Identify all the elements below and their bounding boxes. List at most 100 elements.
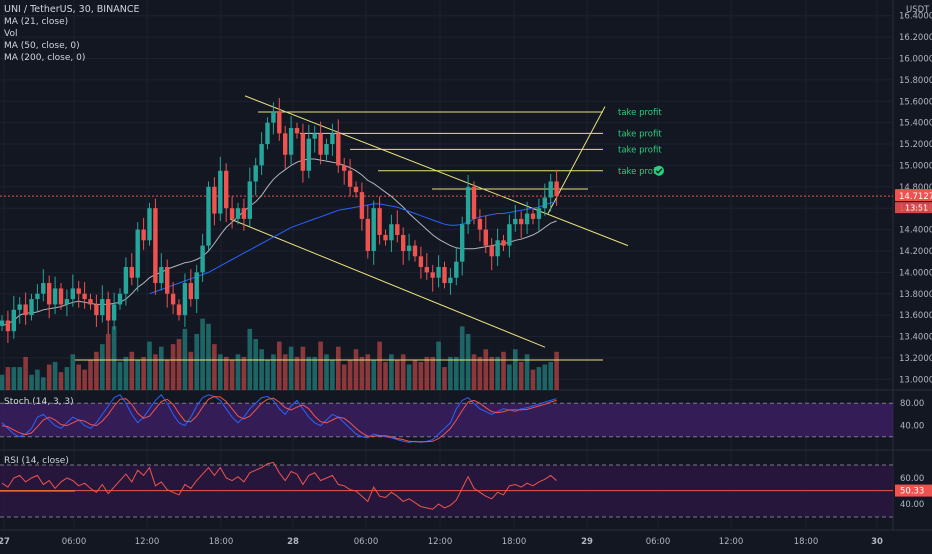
take-profit-annotations: take profit take profit take profit take pr… [618,108,664,177]
volume-bar-70 [412,359,418,390]
volume-bar-73 [430,356,435,390]
volume-bar-25 [147,341,152,390]
candle-77 [454,247,459,286]
price-tick-3: 15.8000 [899,76,932,86]
volume-bar-92 [542,364,548,390]
time-tick-11: 18:00 [794,537,819,547]
volume-bar-0 [0,374,5,390]
volume-bar-57 [336,346,341,390]
candle-59 [347,159,353,197]
time-axis[interactable]: 27 06:00 12:00 18:00 28 06:00 12:00 18:00 29 06:0… [0,529,932,550]
candle-46 [271,102,276,135]
candle-body-39 [229,208,235,219]
price-axis[interactable]: 16.4000 16.2000 16.0000 15.8000 15.6000 15.40… [895,12,932,510]
candle-body-32 [188,283,193,300]
candle-50 [294,122,300,139]
last-price-badge [895,189,932,202]
indicator-ma200[interactable]: MA (200, close, 0) [4,53,85,63]
volume-bar-34 [200,318,205,390]
candle-body-41 [241,208,247,219]
candle-78 [460,216,465,276]
candle-body-1 [5,320,11,332]
candle-body-78 [460,224,465,262]
price-tick-17: 13.0000 [899,375,932,385]
candle-body-79 [465,186,471,225]
candle-body-46 [271,111,276,123]
candle-8 [47,275,52,319]
candle-body-27 [159,267,164,284]
candle-88 [519,211,524,239]
candle-75 [442,261,447,289]
candle-14 [82,281,87,309]
price-tick-4: 15.6000 [899,97,932,107]
candle-26 [153,198,158,295]
candle-69 [406,233,412,261]
volume-bar-37 [218,354,223,390]
candle-body-57 [336,133,341,166]
volume-bars [0,318,559,390]
symbol-title[interactable]: UNI / TetherUS, 30, BINANCE [4,4,139,15]
volume-bar-84 [495,356,500,390]
candle-11 [64,289,70,317]
candle-16 [94,294,99,327]
candle-body-83 [489,245,494,257]
volume-bar-62 [365,354,371,390]
volume-bar-77 [454,356,459,390]
candle-80 [471,181,477,225]
volume-bar-4 [23,356,28,390]
volume-bar-64 [377,341,382,390]
volume-bar-68 [400,354,406,390]
time-tick-7: 18:00 [502,537,527,547]
volume-bar-86 [507,364,512,390]
indicator-ma50[interactable]: MA (50, close, 0) [4,41,80,51]
candle-body-0 [0,320,5,326]
candle-10 [58,283,64,310]
indicator-ma21[interactable]: MA (21, close) [4,17,68,27]
price-tick-1: 16.2000 [899,33,932,43]
candle-body-12 [70,288,75,300]
indicator-vol[interactable]: Vol [4,29,17,39]
stoch-label[interactable]: Stoch (14, 3, 3) [4,397,74,407]
candle-71 [418,246,424,279]
candle-82 [483,215,488,254]
volume-bar-35 [206,323,211,390]
price-tick-8: 14.8000 [899,183,932,193]
rsi-label[interactable]: RSI (14, close) [4,456,69,466]
rsi-tick-0: 60.00 [900,474,924,484]
stoch-d-line [1,395,557,443]
candle-17 [100,285,105,323]
candle-body-58 [342,165,347,171]
volume-bar-11 [64,367,70,390]
candle-body-80 [471,186,477,219]
candle-body-73 [430,272,435,278]
candle-79 [465,175,471,234]
volume-bar-78 [459,326,465,390]
legend: UNI / TetherUS, 30, BINANCE MA (21, clos… [4,4,930,466]
candle-61 [359,182,365,231]
candle-93 [548,173,553,212]
rsi-pane [0,461,893,518]
volume-bar-2 [11,367,17,390]
volume-bar-87 [513,349,518,390]
volume-bar-38 [223,356,229,390]
candle-body-88 [519,218,524,225]
candle-body-59 [347,170,353,187]
volume-bar-32 [188,351,194,390]
price-tick-11: 14.2000 [899,247,932,257]
candle-9 [52,276,58,315]
stoch-band [0,403,893,437]
volume-bar-66 [389,354,394,390]
candle-body-55 [324,144,329,155]
rsi-value: 50.33 [900,487,924,497]
volume-bar-30 [176,339,182,390]
volume-bar-15 [88,359,93,390]
candle-67 [395,210,400,243]
candle-body-6 [35,293,40,300]
volume-bar-65 [383,361,388,390]
volume-bar-53 [312,356,317,390]
candle-3 [17,296,22,324]
take-profit-label-2: take profit [618,145,662,155]
time-tick-0: 27 [0,537,10,547]
candle-48 [283,125,288,169]
